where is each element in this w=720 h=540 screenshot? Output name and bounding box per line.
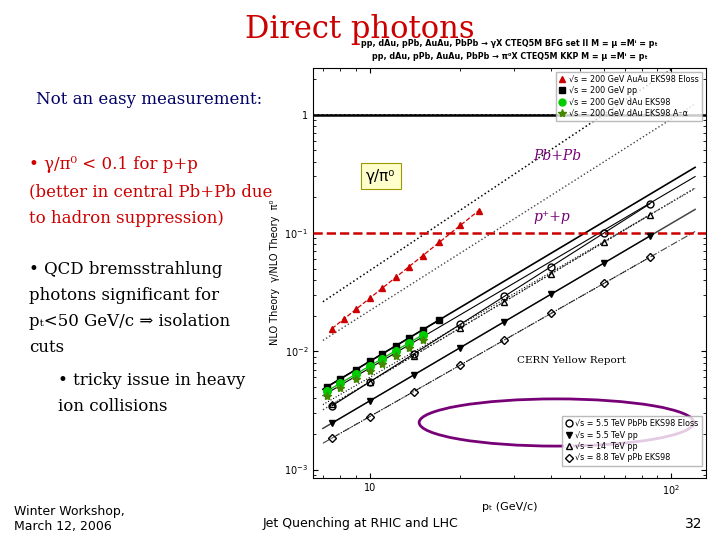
Text: pp, dAu, pPb, AuAu, PbPb → γX CTEQ5M BFG set II M = μ =Mⁱ = pₜ: pp, dAu, pPb, AuAu, PbPb → γX CTEQ5M BFG… (361, 39, 657, 48)
Text: cuts: cuts (29, 339, 64, 356)
Y-axis label: NLO Theory  γ/NLO Theory  π⁰: NLO Theory γ/NLO Theory π⁰ (270, 200, 280, 346)
Text: ion collisions: ion collisions (58, 398, 167, 415)
Text: to hadron suppression): to hadron suppression) (29, 210, 224, 227)
X-axis label: pₜ (GeV/c): pₜ (GeV/c) (482, 502, 537, 512)
Text: Jet Quenching at RHIC and LHC: Jet Quenching at RHIC and LHC (262, 517, 458, 530)
Text: photons significant for: photons significant for (29, 287, 219, 305)
Text: • tricky issue in heavy: • tricky issue in heavy (58, 372, 245, 389)
Text: γ/π⁰: γ/π⁰ (366, 169, 395, 184)
Text: 32: 32 (685, 517, 702, 531)
Text: (better in central Pb+Pb due: (better in central Pb+Pb due (29, 183, 272, 200)
Text: Winter Workshop,
March 12, 2006: Winter Workshop, March 12, 2006 (14, 505, 125, 534)
Text: pp, dAu, pPb, AuAu, PbPb → π⁰X CTEQ5M KKP M = μ =Mⁱ = pₜ: pp, dAu, pPb, AuAu, PbPb → π⁰X CTEQ5M KK… (372, 52, 647, 61)
Text: Pb+Pb: Pb+Pb (533, 148, 581, 163)
Text: • QCD bremsstrahlung: • QCD bremsstrahlung (29, 261, 222, 279)
Text: CERN Yellow Report: CERN Yellow Report (517, 356, 626, 366)
Text: p⁺+p: p⁺+p (533, 210, 570, 224)
Text: • γ/π⁰ < 0.1 for p+p: • γ/π⁰ < 0.1 for p+p (29, 156, 198, 173)
Legend: √s = 5.5 TeV PbPb EKS98 Eloss, √s = 5.5 TeV pp, √s = 14  TeV pp, √s = 8.8 TeV pP: √s = 5.5 TeV PbPb EKS98 Eloss, √s = 5.5 … (562, 416, 701, 465)
Text: Not an easy measurement:: Not an easy measurement: (36, 91, 262, 109)
Text: Direct photons: Direct photons (246, 14, 474, 45)
Text: pₜ<50 GeV/c ⇒ isolation: pₜ<50 GeV/c ⇒ isolation (29, 313, 230, 330)
